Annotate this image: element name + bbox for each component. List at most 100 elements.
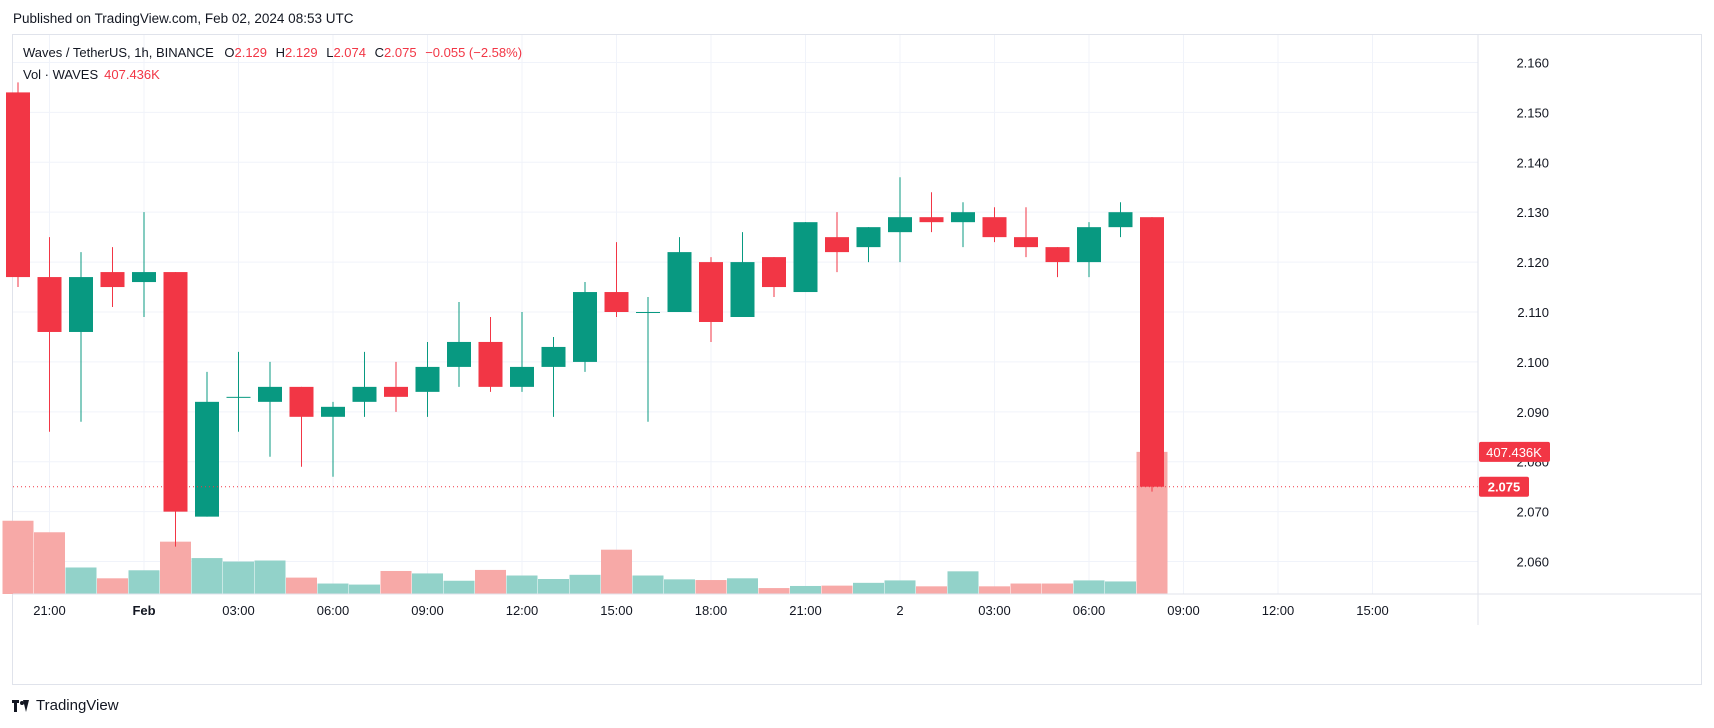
candle-body — [415, 366, 440, 392]
last-volume-label-bg — [1479, 441, 1550, 462]
candle-body — [132, 272, 156, 283]
candle-body — [636, 312, 660, 314]
price-tick-label: 2.150 — [1516, 105, 1549, 120]
volume-bar — [128, 570, 160, 594]
time-tick-label: Feb — [132, 603, 155, 618]
candle-body — [478, 341, 503, 387]
low-value: 2.074 — [333, 45, 366, 60]
open-value: 2.129 — [234, 45, 268, 60]
candle-body — [6, 92, 30, 278]
volume-bar — [853, 582, 884, 594]
volume-bar — [380, 570, 412, 594]
candles — [6, 82, 1164, 547]
time-tick-label: 03:00 — [222, 603, 255, 618]
price-tick-label: 2.110 — [1517, 305, 1549, 320]
published-note: Published on TradingView.com, Feb 02, 20… — [13, 11, 354, 26]
candle-body — [667, 252, 692, 313]
volume-bar — [821, 585, 853, 594]
time-axis: 21:00 Feb 03:00 06:00 09:00 12:00 15:00 18:00 21… — [13, 593, 1702, 618]
volume-label[interactable]: Vol · WAVES — [23, 67, 99, 82]
volume-bar — [506, 575, 538, 594]
close-value: 2.075 — [384, 45, 417, 60]
candle-body — [1045, 247, 1070, 263]
price-tick-label: 2.140 — [1516, 155, 1549, 170]
tradingview-footer[interactable]: TradingView — [12, 697, 119, 714]
volume-bar — [443, 580, 475, 594]
volume-bar — [601, 549, 632, 594]
volume-bar — [758, 588, 790, 594]
volume-legend: Vol · WAVES 407.436K — [23, 67, 160, 82]
symbol-title[interactable]: Waves / TetherUS, 1h, BINANCE — [23, 45, 214, 60]
candle-body — [447, 341, 471, 367]
volume-bar — [1073, 580, 1105, 594]
volume-bar — [632, 575, 664, 594]
volume-bar — [916, 586, 947, 594]
candle-body — [1140, 217, 1164, 487]
candle-body — [258, 386, 282, 402]
change-value: −0.055 (−2.58%) — [425, 45, 523, 60]
volume-bar — [34, 532, 65, 594]
volume-bar — [727, 578, 758, 594]
candle-body — [352, 386, 377, 402]
candle-body — [100, 272, 125, 288]
time-tick-label: 18:00 — [695, 603, 728, 618]
volume-bar — [254, 560, 286, 594]
last-price-label: 2.075 — [1488, 480, 1521, 495]
price-tick-label: 2.130 — [1516, 205, 1549, 220]
price-tick-label: 2.090 — [1516, 405, 1549, 420]
candle-body — [699, 262, 723, 322]
price-tick-label: 2.120 — [1516, 255, 1549, 270]
volume-bar — [695, 580, 727, 594]
volume-bar — [1042, 583, 1073, 594]
volume-bar — [191, 558, 223, 594]
volume-bar — [160, 541, 191, 594]
price-tick-label: 2.100 — [1516, 355, 1549, 370]
candlestick-chart: 2.160 2.150 2.140 2.130 2.120 2.110 2.100 2.090… — [2, 35, 1702, 625]
high-value: 2.129 — [285, 45, 318, 60]
volume-bar — [569, 574, 601, 594]
volume-bar — [979, 586, 1010, 594]
candle-body — [1077, 227, 1101, 263]
candle-body — [762, 257, 786, 288]
time-tick-label: 15:00 — [600, 603, 633, 618]
volume-bar — [475, 569, 506, 594]
volume-bar — [412, 573, 443, 594]
candle-body — [951, 212, 975, 223]
volume-bar — [664, 579, 695, 594]
candle-body — [730, 262, 755, 317]
candle-body — [226, 396, 251, 398]
time-tick-label: 06:00 — [1073, 603, 1106, 618]
grid-lines — [13, 35, 1478, 594]
candle-body — [825, 237, 849, 253]
time-tick-label: 09:00 — [411, 603, 444, 618]
volume-bar — [538, 579, 569, 594]
candle-body — [37, 277, 62, 332]
last-volume-label: 407.436K — [1486, 445, 1542, 460]
time-tick-label: 21:00 — [33, 603, 66, 618]
time-tick-label: 06:00 — [317, 603, 350, 618]
candle-body — [982, 217, 1007, 238]
symbol-legend: Waves / TetherUS, 1h, BINANCE O2.129 H2.… — [23, 45, 522, 60]
time-tick-label: 03:00 — [978, 603, 1011, 618]
close-label: C — [374, 45, 385, 60]
candle-body — [321, 406, 345, 417]
price-axis: 2.160 2.150 2.140 2.130 2.120 2.110 2.100 2.090… — [1477, 35, 1550, 625]
time-tick-label: 12:00 — [506, 603, 539, 618]
volume-bar — [1010, 583, 1042, 594]
volume-bar — [349, 584, 380, 594]
volume-bar — [317, 583, 349, 594]
time-tick-label: 15:00 — [1356, 603, 1389, 618]
candle-body — [289, 386, 314, 417]
candle-body — [573, 292, 597, 362]
candle-body — [163, 272, 188, 512]
volume-bar — [790, 585, 821, 594]
price-tick-label: 2.070 — [1516, 505, 1549, 520]
candle-body — [541, 346, 566, 367]
price-tick-label: 2.060 — [1516, 555, 1549, 570]
volume-bar — [884, 580, 916, 594]
volume-bar — [97, 578, 128, 594]
candle-body — [793, 222, 818, 293]
volume-bars — [2, 451, 1168, 594]
time-tick-label: 21:00 — [789, 603, 822, 618]
volume-bar — [223, 561, 254, 594]
